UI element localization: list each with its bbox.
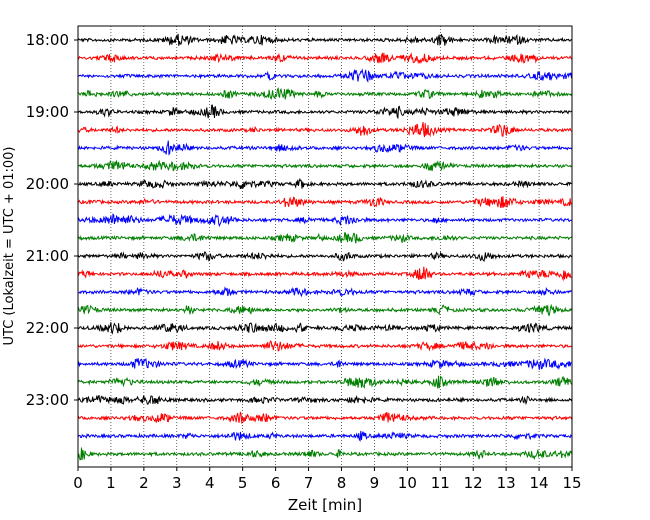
trace-1930: [77, 140, 572, 156]
trace-1945: [77, 159, 572, 172]
trace-2030: [77, 213, 572, 228]
trace-2315: [77, 411, 572, 424]
x-axis-label: Zeit [min]: [288, 496, 362, 514]
x-axis-ticks: 0 1 2 3 4 5 6 7 8 9 10 11 12 13 14 15: [73, 467, 582, 492]
trace-2130: [77, 286, 572, 298]
trace-2100: [77, 251, 572, 262]
x-tick-label: 8: [337, 474, 347, 492]
trace-1800: [77, 33, 572, 46]
x-tick-label: 15: [562, 474, 581, 492]
y-tick-label: 21:00: [26, 247, 69, 265]
trace-2215: [77, 340, 572, 352]
x-tick-label: 13: [497, 474, 516, 492]
x-tick-label: 9: [370, 474, 380, 492]
trace-1830: [77, 68, 572, 83]
trace-2200: [77, 322, 572, 335]
x-tick-label: 10: [398, 474, 417, 492]
y-tick-label: 22:00: [26, 319, 69, 337]
x-tick-label: 6: [271, 474, 281, 492]
trace-2230: [77, 357, 572, 370]
x-tick-label: 3: [172, 474, 182, 492]
y-axis-label: UTC (Lokalzeit = UTC + 01:00): [2, 147, 17, 346]
trace-1815: [77, 52, 572, 65]
trace-2015: [77, 196, 572, 209]
trace-1845: [77, 87, 572, 101]
x-tick-label: 11: [431, 474, 450, 492]
x-tick-label: 0: [73, 474, 83, 492]
x-tick-label: 7: [304, 474, 314, 492]
plot-frame: [77, 25, 573, 468]
trace-2045: [77, 232, 572, 244]
x-tick-label: 4: [205, 474, 215, 492]
trace-2345: [77, 447, 572, 461]
seismic-traces: [77, 33, 572, 461]
trace-1915: [77, 122, 572, 138]
x-tick-label: 12: [464, 474, 483, 492]
trace-2330: [77, 430, 572, 442]
trace-2145: [77, 303, 572, 317]
y-axis-ticks: 18:00 19:00 20:00 21:00 22:00 23:00: [26, 31, 78, 409]
y-tick-label: 23:00: [26, 391, 69, 409]
trace-2300: [77, 394, 572, 406]
trace-2115: [77, 266, 572, 282]
y-tick-label: 18:00: [26, 31, 69, 49]
x-tick-label: 2: [139, 474, 149, 492]
x-tick-label: 1: [106, 474, 116, 492]
x-tick-label: 5: [238, 474, 248, 492]
trace-2000: [77, 177, 572, 189]
y-tick-label: 19:00: [26, 103, 69, 121]
trace-2245: [77, 375, 572, 389]
y-tick-label: 20:00: [26, 175, 69, 193]
x-tick-label: 14: [530, 474, 549, 492]
trace-1900: [77, 104, 572, 120]
